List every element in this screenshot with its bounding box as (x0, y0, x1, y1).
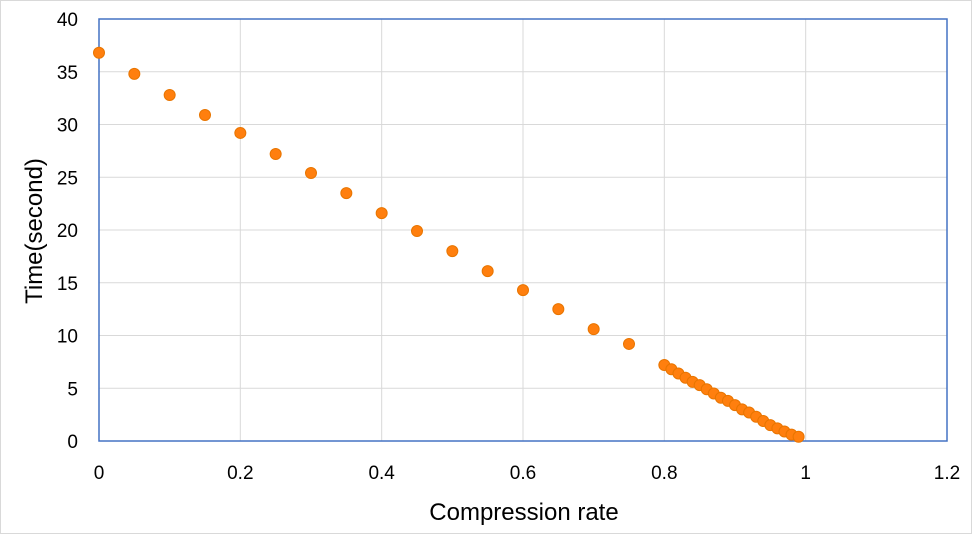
x-tick-label: 0 (94, 463, 105, 484)
x-tick-label: 0.6 (510, 463, 536, 484)
data-point (305, 167, 317, 180)
data-point (552, 303, 565, 316)
y-tick-label: 30 (57, 116, 78, 137)
data-point (128, 67, 141, 80)
y-tick-label: 20 (57, 221, 78, 242)
y-tick-label: 10 (57, 327, 78, 348)
x-tick-label: 1.2 (934, 463, 960, 484)
plot-border (98, 18, 948, 442)
data-points (93, 46, 805, 443)
data-point (481, 265, 494, 278)
y-axis-tick-labels: 0 5 10 15 20 25 30 35 40 (57, 10, 78, 453)
data-point (792, 430, 805, 443)
data-point (269, 148, 282, 161)
data-point (93, 46, 105, 59)
data-point (199, 109, 211, 122)
x-axis-title: Compression rate (429, 499, 618, 526)
y-tick-label: 35 (57, 63, 78, 84)
x-axis-tick-labels: 0 0.2 0.4 0.6 0.8 1 1.2 (94, 463, 961, 484)
y-axis-title: Time(second) (21, 158, 48, 304)
y-tick-label: 15 (57, 274, 78, 295)
data-point (411, 225, 423, 238)
y-tick-label: 5 (67, 379, 78, 400)
x-tick-label: 1 (800, 463, 811, 484)
y-tick-label: 25 (57, 168, 78, 189)
data-point (623, 337, 635, 350)
data-point (517, 284, 529, 297)
data-point (375, 207, 388, 220)
x-tick-label: 0.4 (368, 463, 395, 484)
grid-lines (98, 18, 948, 442)
y-tick-label: 0 (67, 432, 78, 453)
data-point (446, 245, 459, 258)
y-tick-label: 40 (57, 10, 78, 31)
data-point (163, 88, 176, 101)
data-point (587, 323, 600, 336)
data-point (340, 187, 353, 200)
data-point (234, 126, 247, 139)
x-tick-label: 0.8 (651, 463, 677, 484)
x-tick-label: 0.2 (227, 463, 253, 484)
